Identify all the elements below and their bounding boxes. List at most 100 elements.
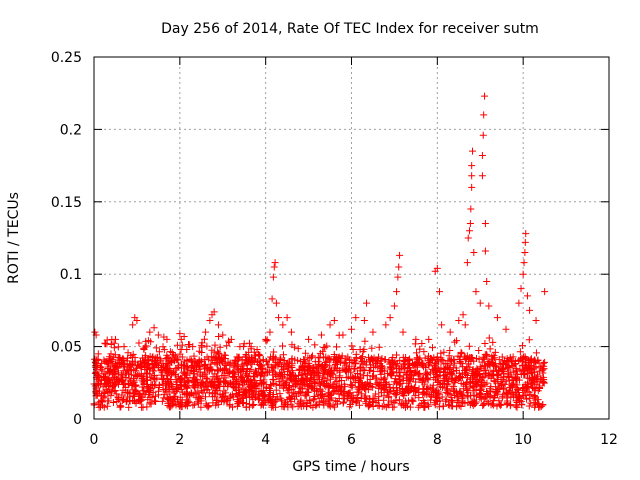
roti-background-point: [197, 395, 205, 403]
roti-background-point: [315, 358, 323, 366]
roti-background-point: [387, 370, 395, 378]
roti-background-point: [208, 357, 216, 365]
roti-background-point: [354, 397, 362, 405]
roti-background-point: [398, 363, 406, 371]
roti-background-point: [171, 392, 179, 400]
roti-background-point: [443, 382, 451, 390]
roti-background-point: [160, 346, 168, 354]
roti-background-point: [388, 369, 396, 377]
roti-point: [271, 259, 279, 267]
roti-background-point: [280, 364, 288, 372]
roti-point: [189, 343, 197, 351]
roti-background-point: [448, 374, 456, 382]
roti-point: [461, 321, 469, 329]
roti-background-point: [211, 389, 219, 397]
roti-background-point: [182, 389, 190, 397]
roti-background-point: [180, 370, 188, 378]
roti-background-point: [221, 351, 229, 359]
roti-background-point: [230, 363, 238, 371]
roti-background-point: [186, 341, 194, 349]
y-tick-label: 0.15: [51, 195, 82, 211]
roti-background-point: [288, 341, 296, 349]
roti-background-point: [305, 388, 313, 396]
roti-background-point: [341, 383, 349, 391]
roti-background-point: [126, 389, 134, 397]
roti-background-point: [346, 397, 354, 405]
roti-background-point: [512, 373, 520, 381]
roti-background-point: [508, 379, 516, 387]
roti-background-point: [506, 383, 514, 391]
roti-background-point: [427, 369, 435, 377]
x-tick-labels: 0 2 4 6 8 10 12: [90, 432, 618, 448]
roti-background-point: [326, 362, 334, 370]
roti-background-point: [130, 392, 138, 400]
roti-background-point: [251, 367, 259, 375]
roti-point: [348, 325, 355, 333]
x-tick-label: 8: [433, 432, 442, 448]
roti-background-point: [485, 334, 493, 342]
roti-background-point: [444, 357, 452, 365]
roti-background-point: [180, 358, 188, 366]
roti-background-point: [443, 373, 451, 381]
roti-background-point: [263, 368, 271, 376]
roti-background-point: [344, 365, 352, 373]
roti-background-point: [380, 396, 388, 404]
y-tick-label: 0: [73, 412, 82, 428]
roti-background-point: [242, 403, 250, 411]
roti-point: [236, 343, 244, 351]
roti-background-point: [481, 362, 489, 370]
roti-background-point: [532, 349, 540, 357]
roti-background-point: [480, 373, 488, 381]
roti-background-point: [265, 394, 273, 402]
roti-background-point: [493, 402, 501, 410]
roti-background-point: [152, 344, 160, 352]
roti-background-point: [170, 368, 178, 376]
roti-background-point: [162, 382, 170, 390]
roti-background-point: [195, 347, 203, 355]
roti-background-point: [355, 377, 363, 385]
roti-background-point: [327, 371, 335, 379]
roti-point: [270, 263, 278, 271]
roti-background-point: [482, 393, 490, 401]
x-tick-label: 0: [90, 432, 99, 448]
roti-background-point: [351, 379, 359, 387]
roti-background-point: [355, 388, 363, 396]
roti-background-point: [137, 360, 145, 368]
roti-background-point: [228, 391, 236, 399]
roti-point: [479, 131, 487, 139]
roti-background-point: [325, 355, 333, 363]
roti-background-point: [525, 336, 533, 344]
roti-background-point: [197, 341, 205, 349]
roti-background-point: [309, 396, 317, 404]
roti-background-point: [471, 400, 479, 408]
roti-background-point: [511, 357, 519, 365]
roti-background-point: [532, 396, 540, 404]
roti-background-point: [521, 370, 529, 378]
roti-background-point: [324, 389, 332, 397]
roti-background-point: [159, 360, 167, 368]
roti-background-point: [447, 356, 455, 364]
roti-background-point: [502, 377, 510, 385]
roti-background-point: [481, 339, 489, 347]
roti-background-point: [445, 390, 453, 398]
roti-background-point: [208, 377, 216, 385]
roti-background-point: [190, 352, 198, 360]
roti-background-point: [416, 345, 424, 353]
roti-background-point: [462, 382, 470, 390]
roti-background-point: [513, 385, 521, 393]
roti-background-point: [381, 383, 389, 391]
roti-background-point: [380, 367, 388, 375]
y-tick-label: 0.05: [51, 340, 82, 356]
roti-background-point: [213, 366, 221, 374]
roti-background-point: [514, 386, 522, 394]
roti-background-point: [249, 395, 257, 403]
roti-point: [459, 311, 467, 319]
roti-background-point: [332, 355, 340, 363]
axis-ticks: [93, 56, 610, 420]
roti-background-point: [159, 380, 167, 388]
roti-background-point: [350, 364, 358, 372]
roti-background-point: [198, 357, 206, 365]
roti-background-point: [184, 398, 192, 406]
roti-point: [146, 328, 154, 336]
roti-background-point: [499, 359, 507, 367]
